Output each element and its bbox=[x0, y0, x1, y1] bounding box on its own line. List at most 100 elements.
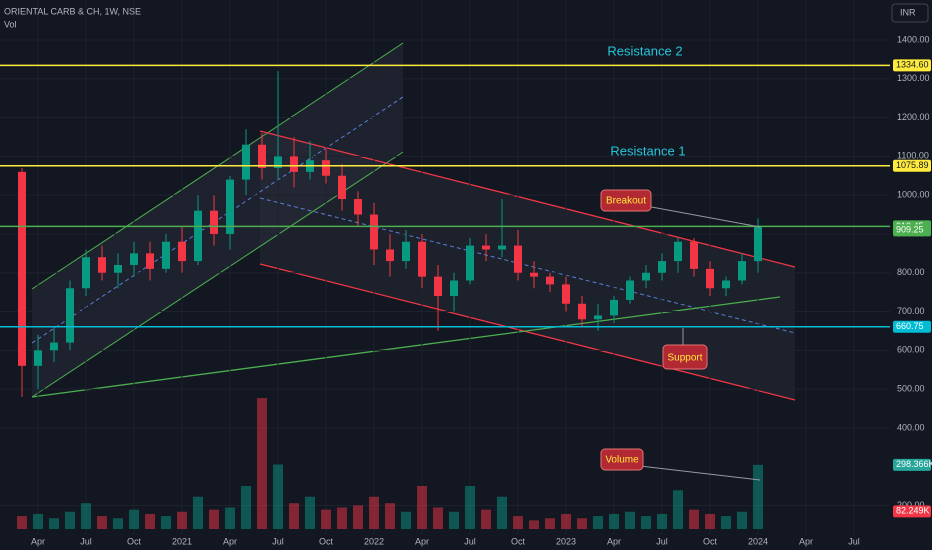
candle-body bbox=[178, 241, 186, 262]
candle-body bbox=[114, 264, 122, 273]
annotation: Resistance 1 bbox=[610, 143, 685, 158]
candle-body bbox=[274, 156, 282, 168]
candle-body bbox=[50, 342, 58, 351]
price-badge bbox=[893, 320, 931, 333]
volume-bar bbox=[113, 518, 123, 529]
note-box bbox=[662, 344, 708, 370]
candle-body bbox=[338, 175, 346, 200]
x-tick-label: Jul bbox=[80, 536, 92, 546]
price-badge-label: 82.249K bbox=[896, 506, 930, 516]
annotation: Breakout bbox=[606, 196, 646, 207]
candle-body bbox=[130, 253, 138, 265]
x-tick-label: Apr bbox=[415, 536, 429, 546]
currency[interactable]: INR bbox=[900, 7, 916, 17]
volume-bar bbox=[433, 507, 443, 529]
volume-bar bbox=[161, 516, 171, 529]
candle-body bbox=[98, 257, 106, 273]
y-tick-label: 600.00 bbox=[897, 345, 925, 355]
x-tick-label: 2021 bbox=[172, 536, 192, 546]
candle-body bbox=[146, 253, 154, 269]
support-line bbox=[31, 296, 781, 398]
volume-bar bbox=[529, 520, 539, 529]
currency-box[interactable] bbox=[891, 3, 929, 23]
trend-line bbox=[259, 130, 796, 268]
volume-bar bbox=[305, 496, 315, 529]
candle-body bbox=[482, 245, 490, 250]
x-tick-label: Jul bbox=[464, 536, 476, 546]
volume-title: Vol bbox=[4, 19, 17, 29]
volume-bar bbox=[225, 507, 235, 529]
candle-body bbox=[690, 241, 698, 269]
candle-body bbox=[322, 160, 330, 176]
mid-line bbox=[259, 197, 796, 334]
volume-bar bbox=[545, 518, 555, 529]
x-tick-label: Oct bbox=[127, 536, 142, 546]
candle-body bbox=[418, 241, 426, 277]
volume-bar bbox=[753, 464, 763, 529]
volume-bar bbox=[177, 511, 187, 529]
volume-bar bbox=[257, 398, 267, 529]
volume-bar bbox=[641, 516, 651, 529]
y-tick-label: 700.00 bbox=[897, 306, 925, 316]
x-tick-label: Apr bbox=[223, 536, 237, 546]
volume-bar bbox=[497, 496, 507, 529]
annotations: Resistance 2 Resistance 1 Breakout Suppo… bbox=[600, 43, 761, 481]
candle-body bbox=[642, 272, 650, 281]
volume-bar bbox=[369, 496, 379, 529]
volume-bar bbox=[289, 503, 299, 529]
volume-bar bbox=[705, 513, 715, 529]
y-tick-label: 1000.00 bbox=[897, 190, 930, 200]
price-badge-label: 909.25 bbox=[896, 225, 924, 235]
annotation: Resistance 2 bbox=[607, 43, 682, 58]
volume-bar bbox=[65, 511, 75, 529]
volume-bar bbox=[561, 513, 571, 529]
price-badge bbox=[893, 505, 931, 518]
volume-bar bbox=[241, 485, 251, 529]
annotation: Support bbox=[667, 353, 702, 364]
candle-body bbox=[258, 144, 266, 168]
y-tick-label: 500.00 bbox=[897, 384, 925, 394]
x-tick-label: Apr bbox=[799, 536, 813, 546]
price-badge bbox=[893, 224, 931, 237]
volume-bar bbox=[321, 509, 331, 529]
price-badge bbox=[893, 59, 931, 72]
volume-bar bbox=[401, 511, 411, 529]
header-title: ORIENTAL CARB & CH, 1W, NSE bbox=[4, 6, 141, 16]
candle-body bbox=[354, 199, 362, 215]
volume-bar bbox=[577, 518, 587, 529]
y-tick-label: 1300.00 bbox=[897, 73, 930, 83]
candle-body bbox=[722, 280, 730, 289]
volume-bar bbox=[273, 464, 283, 529]
candle-body bbox=[82, 257, 90, 289]
x-tick-label: Apr bbox=[31, 536, 45, 546]
y-tick-label: 1200.00 bbox=[897, 112, 930, 122]
volume-bar bbox=[481, 509, 491, 529]
candle-body bbox=[658, 261, 666, 273]
volume-bar bbox=[97, 516, 107, 529]
candle-body bbox=[66, 288, 74, 343]
volume-bar bbox=[657, 513, 667, 529]
note-box bbox=[600, 189, 652, 212]
x-tick-label: 2023 bbox=[556, 536, 576, 546]
price-badge bbox=[893, 458, 931, 471]
candle-body bbox=[18, 171, 26, 366]
volume-bar bbox=[449, 511, 459, 529]
volume-bar bbox=[609, 513, 619, 529]
x-tick-label: Jul bbox=[656, 536, 668, 546]
price-badge-label: 660.75 bbox=[896, 321, 924, 331]
candle-body bbox=[626, 280, 634, 300]
volume-bar bbox=[17, 516, 27, 529]
volume-bar bbox=[129, 509, 139, 529]
candle-body bbox=[562, 284, 570, 304]
price-badge-label: 298.366K bbox=[896, 459, 932, 469]
candle-body bbox=[386, 249, 394, 262]
volume-bar bbox=[193, 496, 203, 529]
candle-body bbox=[754, 226, 762, 262]
price-badge-label: 1075.89 bbox=[896, 160, 929, 170]
x-tick-label: Jul bbox=[272, 536, 284, 546]
candle-body bbox=[434, 276, 442, 297]
volume-bar bbox=[49, 518, 59, 529]
price-badge-label: 1334.60 bbox=[896, 60, 929, 70]
